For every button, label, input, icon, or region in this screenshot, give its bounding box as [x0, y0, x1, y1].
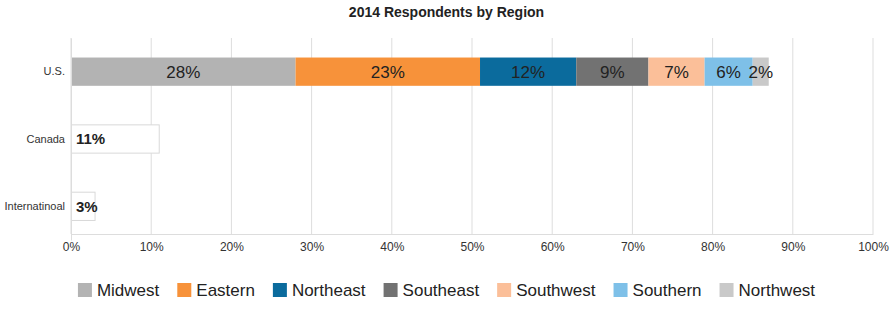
y-tick: Canada	[26, 133, 71, 145]
legend-item: Southwest	[497, 281, 596, 300]
x-axis-line	[72, 234, 874, 235]
x-tick: 10%	[140, 234, 164, 254]
x-tick: 50%	[460, 234, 484, 254]
title: 2014 Respondents by Region	[349, 4, 544, 20]
data-label: 3%	[76, 198, 98, 215]
y-tick-label: Canada	[26, 133, 65, 145]
x-tick: 20%	[220, 234, 244, 254]
legend-swatch	[614, 283, 628, 297]
x-tick-label: 30%	[300, 240, 324, 254]
legend-label: Midwest	[97, 281, 160, 300]
legend-label: Southeast	[403, 281, 480, 300]
legend-item: Northwest	[720, 281, 816, 300]
legend-label: Southwest	[516, 281, 596, 300]
legend-label: Northwest	[739, 281, 816, 300]
x-tick: 40%	[380, 234, 404, 254]
x-tick-label: 20%	[220, 240, 244, 254]
legend-label: Southern	[633, 281, 702, 300]
x-tick-label: 70%	[621, 240, 645, 254]
legend: Midwest Eastern Northeast Southeast Southwes…	[78, 281, 815, 300]
data-label: 23%	[371, 63, 405, 82]
legend-item: Southeast	[384, 281, 480, 300]
legend-swatch	[177, 283, 191, 297]
bar	[705, 58, 753, 86]
bars	[71, 58, 769, 221]
x-tick-label: 40%	[380, 240, 404, 254]
grid-line	[873, 38, 874, 234]
legend-item: Northeast	[273, 281, 366, 300]
data-label: 12%	[511, 63, 545, 82]
data-label: 6%	[716, 63, 741, 82]
data-label: 11%	[76, 130, 105, 147]
x-tick-label: 10%	[140, 240, 164, 254]
y-tick-label: U.S.	[44, 65, 65, 77]
x-tick-label: 80%	[701, 240, 725, 254]
legend-label: Northeast	[292, 281, 366, 300]
y-axis: U.S. Canada Internatinoal	[4, 39, 71, 241]
legend-swatch	[384, 283, 398, 297]
legend-item: Eastern	[177, 281, 255, 300]
x-tick-label: 0%	[63, 240, 81, 254]
y-tick: Internatinoal	[4, 200, 71, 212]
legend-item: Midwest	[78, 281, 160, 300]
data-label: 2%	[748, 63, 773, 82]
x-tick-label: 60%	[541, 240, 565, 254]
bar	[296, 58, 480, 86]
x-tick: 100%	[858, 234, 889, 254]
x-tick-label: 50%	[460, 240, 484, 254]
x-tick: 90%	[781, 234, 805, 254]
legend-swatch	[78, 283, 92, 297]
x-tick: 60%	[541, 234, 565, 254]
x-tick: 80%	[701, 234, 725, 254]
data-labels: 28% 23% 12% 9% 7% 6% 2% 11% 3%	[76, 63, 773, 215]
legend-swatch	[273, 283, 287, 297]
bar	[71, 125, 159, 153]
bar	[576, 58, 648, 86]
bar	[71, 58, 296, 86]
y-tick: U.S.	[44, 65, 71, 77]
data-label: 7%	[664, 63, 689, 82]
legend-swatch	[720, 283, 734, 297]
chart: 2014 Respondents by Region 28% 23% 12% 9% 7% 6…	[0, 0, 893, 309]
x-tick-label: 90%	[781, 240, 805, 254]
x-tick-label: 100%	[858, 240, 889, 254]
legend-item: Southern	[614, 281, 702, 300]
y-tick-label: Internatinoal	[4, 200, 65, 212]
bar	[648, 58, 704, 86]
x-tick: 30%	[300, 234, 324, 254]
legend-label: Eastern	[196, 281, 255, 300]
data-label: 28%	[166, 63, 200, 82]
x-axis: 0% 10% 20% 30% 40% 50% 60% 70% 80% 90% 100%	[63, 234, 889, 254]
x-tick: 70%	[621, 234, 645, 254]
data-label: 9%	[600, 63, 625, 82]
legend-swatch	[497, 283, 511, 297]
y-axis-line	[71, 39, 72, 241]
bar	[480, 58, 576, 86]
grid-line	[792, 38, 793, 234]
grid	[71, 38, 873, 234]
